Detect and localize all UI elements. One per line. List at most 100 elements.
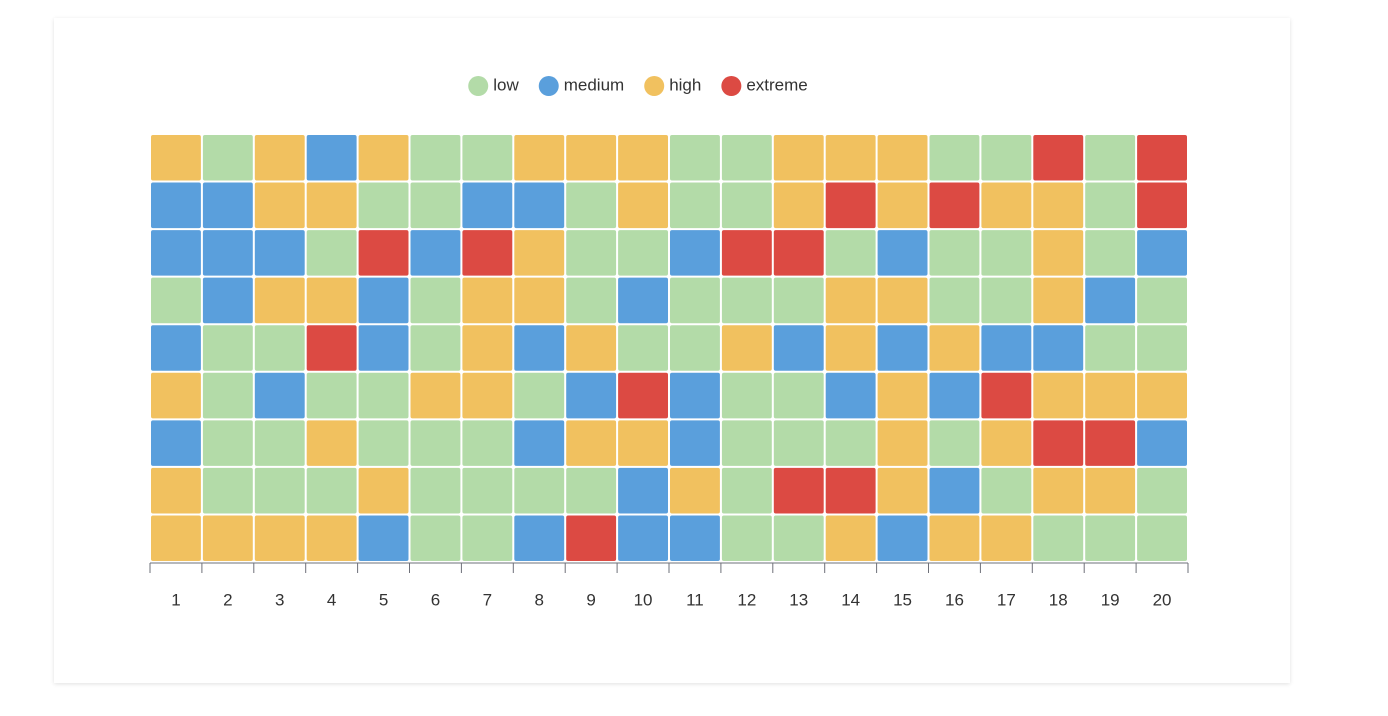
x-tick-label: 13 bbox=[789, 590, 808, 609]
cell bbox=[151, 420, 201, 466]
cell bbox=[1085, 182, 1136, 229]
cell bbox=[566, 372, 617, 419]
cell bbox=[721, 325, 772, 371]
cell bbox=[618, 182, 668, 229]
cell bbox=[254, 135, 305, 181]
cell bbox=[877, 182, 928, 229]
cell bbox=[202, 467, 253, 514]
cell bbox=[670, 372, 720, 419]
cell bbox=[514, 325, 565, 371]
cell bbox=[566, 277, 617, 324]
cell bbox=[981, 372, 1032, 419]
cell bbox=[929, 467, 980, 514]
cell bbox=[151, 372, 201, 419]
cell bbox=[202, 372, 253, 419]
cell bbox=[254, 325, 305, 371]
cell bbox=[462, 325, 513, 371]
cell bbox=[877, 420, 928, 466]
cell bbox=[151, 467, 201, 514]
cell bbox=[514, 372, 565, 419]
legend-marker bbox=[721, 76, 742, 96]
cell bbox=[773, 325, 824, 371]
cell bbox=[981, 515, 1032, 561]
cell bbox=[410, 277, 461, 324]
cell bbox=[877, 230, 928, 276]
cell bbox=[1033, 372, 1084, 419]
x-tick-label: 8 bbox=[535, 590, 544, 609]
cell bbox=[306, 372, 357, 419]
cell bbox=[618, 467, 668, 514]
legend-marker bbox=[468, 76, 489, 96]
cell bbox=[1085, 467, 1136, 514]
cell bbox=[1085, 277, 1136, 324]
legend-label: high bbox=[669, 75, 701, 94]
cell bbox=[1085, 230, 1136, 276]
cell bbox=[410, 230, 461, 276]
cell bbox=[358, 230, 409, 276]
cell bbox=[670, 135, 720, 181]
cell bbox=[773, 277, 824, 324]
cell bbox=[462, 372, 513, 419]
legend-label: low bbox=[493, 75, 519, 94]
cell bbox=[306, 325, 357, 371]
cell bbox=[1085, 515, 1136, 561]
x-tick-label: 1 bbox=[171, 590, 180, 609]
x-tick-label: 9 bbox=[586, 590, 595, 609]
cell bbox=[306, 420, 357, 466]
x-tick-label: 16 bbox=[945, 590, 964, 609]
cell bbox=[877, 372, 928, 419]
cell bbox=[514, 182, 565, 229]
cell bbox=[566, 515, 617, 561]
cell bbox=[410, 420, 461, 466]
cell bbox=[877, 135, 928, 181]
cell bbox=[1137, 182, 1187, 229]
cell bbox=[825, 372, 876, 419]
x-tick-label: 18 bbox=[1049, 590, 1068, 609]
x-tick-label: 2 bbox=[223, 590, 232, 609]
legend-label: extreme bbox=[746, 75, 807, 94]
x-tick-label: 3 bbox=[275, 590, 284, 609]
cell bbox=[254, 372, 305, 419]
cell bbox=[1033, 230, 1084, 276]
cell bbox=[566, 182, 617, 229]
cell bbox=[1137, 467, 1187, 514]
cell bbox=[618, 420, 668, 466]
cell bbox=[462, 230, 513, 276]
cell bbox=[358, 467, 409, 514]
cell bbox=[721, 372, 772, 419]
cell bbox=[151, 277, 201, 324]
cell bbox=[877, 515, 928, 561]
x-tick-label: 15 bbox=[893, 590, 912, 609]
cell bbox=[306, 182, 357, 229]
legend-label: medium bbox=[564, 75, 624, 94]
cell bbox=[670, 182, 720, 229]
cell bbox=[618, 372, 668, 419]
cell bbox=[514, 230, 565, 276]
cell bbox=[670, 277, 720, 324]
cell bbox=[358, 277, 409, 324]
cell bbox=[151, 182, 201, 229]
x-tick-label: 4 bbox=[327, 590, 336, 609]
cell bbox=[358, 135, 409, 181]
x-tick-label: 19 bbox=[1101, 590, 1120, 609]
cell bbox=[618, 135, 668, 181]
cell bbox=[1033, 515, 1084, 561]
cell bbox=[462, 467, 513, 514]
cell bbox=[1137, 325, 1187, 371]
x-tick-label: 20 bbox=[1153, 590, 1172, 609]
cell bbox=[618, 515, 668, 561]
cell bbox=[1033, 135, 1084, 181]
cell bbox=[358, 325, 409, 371]
cell bbox=[825, 277, 876, 324]
cell bbox=[721, 135, 772, 181]
legend-marker bbox=[644, 76, 665, 96]
cell bbox=[306, 135, 357, 181]
cell bbox=[825, 182, 876, 229]
cell bbox=[254, 467, 305, 514]
cell bbox=[825, 325, 876, 371]
cell bbox=[721, 467, 772, 514]
cell bbox=[929, 277, 980, 324]
cell bbox=[462, 182, 513, 229]
cell bbox=[825, 467, 876, 514]
